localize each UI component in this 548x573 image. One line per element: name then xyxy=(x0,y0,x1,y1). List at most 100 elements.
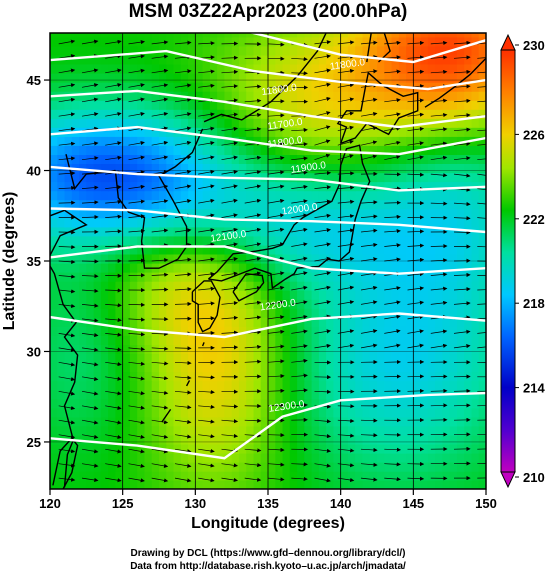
field-cell xyxy=(137,118,146,128)
field-cell xyxy=(188,299,197,309)
field-cell xyxy=(151,371,160,382)
field-cell xyxy=(406,208,415,219)
field-cell xyxy=(86,280,95,291)
field-cell xyxy=(231,136,240,146)
wind-vector xyxy=(174,126,192,132)
wind-vector xyxy=(244,256,262,262)
field-cell xyxy=(369,407,378,418)
field-cell xyxy=(449,425,458,436)
field-cell xyxy=(355,443,364,454)
field-cell xyxy=(428,19,436,29)
field-cell xyxy=(71,335,80,345)
field-cell xyxy=(224,45,233,56)
field-cell xyxy=(100,262,109,273)
field-cell xyxy=(486,435,494,445)
field-cell xyxy=(464,118,473,128)
field-cell xyxy=(50,380,59,391)
field-cell xyxy=(420,154,429,164)
wind-vector xyxy=(198,41,215,46)
wind-vector xyxy=(337,97,355,103)
field-cell xyxy=(64,371,73,382)
field-cell xyxy=(72,489,80,499)
field-cell xyxy=(268,470,277,481)
field-cell xyxy=(108,317,117,327)
field-cell xyxy=(369,470,378,481)
field-cell xyxy=(304,434,313,445)
field-cell xyxy=(115,434,124,445)
field-cell xyxy=(456,217,465,228)
field-cell xyxy=(71,461,80,472)
field-cell xyxy=(151,172,160,183)
field-cell xyxy=(384,317,393,327)
field-cell xyxy=(282,353,291,364)
field-cell xyxy=(304,353,313,364)
field-cell xyxy=(486,453,494,463)
field-cell xyxy=(224,226,233,237)
field-cell xyxy=(478,118,486,128)
field-cell xyxy=(435,470,444,481)
field-cell xyxy=(224,344,233,354)
field-cell xyxy=(369,362,378,373)
field-cell xyxy=(180,398,189,409)
field-cell xyxy=(486,344,494,354)
field-cell xyxy=(195,353,204,364)
wind-vector xyxy=(151,361,169,366)
field-cell xyxy=(420,190,429,201)
field-cell xyxy=(311,45,320,56)
field-cell xyxy=(406,90,415,101)
field-cell xyxy=(217,470,226,481)
field-cell xyxy=(202,100,211,110)
field-cell xyxy=(318,470,327,481)
field-cell xyxy=(464,434,473,445)
field-cell xyxy=(427,172,436,183)
field-cell xyxy=(86,199,95,210)
field-cell xyxy=(340,235,349,246)
wind-vector xyxy=(244,271,262,276)
field-cell xyxy=(326,226,335,237)
field-cell xyxy=(64,389,73,400)
field-cell xyxy=(442,118,451,128)
wind-vector xyxy=(221,141,238,146)
field-cell xyxy=(260,154,269,164)
field-cell xyxy=(64,118,73,128)
field-cell xyxy=(122,262,131,273)
field-cell xyxy=(304,308,313,318)
field-cell xyxy=(57,253,66,264)
field-cell xyxy=(398,317,407,327)
field-cell xyxy=(282,362,291,373)
field-cell xyxy=(129,398,138,409)
field-cell xyxy=(282,163,291,174)
field-cell xyxy=(456,362,465,373)
field-cell xyxy=(166,371,175,382)
field-cell xyxy=(369,244,378,255)
field-cell xyxy=(304,163,313,174)
field-cell xyxy=(369,199,378,210)
field-cell xyxy=(275,434,284,445)
field-cell xyxy=(238,434,247,445)
field-cell xyxy=(180,317,189,327)
field-cell xyxy=(362,335,371,345)
field-cell xyxy=(377,344,386,354)
field-cell xyxy=(202,407,211,418)
field-cell xyxy=(311,480,320,489)
field-cell xyxy=(369,380,378,391)
field-cell xyxy=(464,326,473,336)
field-cell xyxy=(456,190,465,201)
field-cell xyxy=(377,226,386,237)
field-cell xyxy=(406,36,415,47)
field-cell xyxy=(340,100,349,110)
field-cell xyxy=(456,407,465,418)
field-cell xyxy=(159,371,168,382)
field-cell xyxy=(377,253,386,264)
field-cell xyxy=(224,118,233,128)
field-cell xyxy=(173,63,182,74)
field-cell xyxy=(369,480,378,489)
field-cell xyxy=(79,208,88,219)
field-cell xyxy=(209,398,218,409)
field-cell xyxy=(464,362,473,373)
field-cell xyxy=(333,353,342,364)
field-cell xyxy=(304,271,313,282)
field-cell xyxy=(209,190,218,201)
field-cell xyxy=(260,45,269,56)
field-cell xyxy=(413,416,422,427)
